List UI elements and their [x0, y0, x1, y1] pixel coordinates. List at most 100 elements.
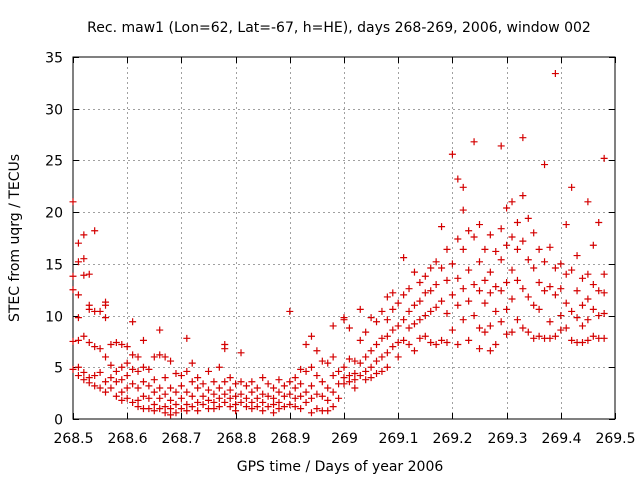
data-point [183, 367, 191, 375]
data-point [345, 378, 353, 386]
data-point [253, 394, 261, 402]
data-point [378, 307, 386, 315]
data-point [476, 221, 483, 229]
data-point [345, 372, 353, 380]
grid-lines [73, 57, 615, 419]
data-point [432, 303, 440, 311]
data-point [595, 312, 603, 320]
data-point [291, 374, 299, 382]
data-point [112, 367, 120, 375]
data-point [302, 367, 310, 375]
data-point [427, 338, 435, 346]
y-tick-label: 25 [45, 154, 63, 170]
data-point [519, 324, 527, 332]
data-point [91, 382, 99, 390]
x-tick-labels: 268.5 268.6 268.7 268.8 268.9 269 269.1 269.2 26… [53, 431, 635, 447]
x-tick-label: 269.3 [487, 431, 527, 447]
data-point [215, 384, 223, 392]
data-point [578, 301, 586, 309]
data-point [492, 307, 500, 315]
data-point [400, 291, 408, 299]
data-point [340, 380, 348, 388]
data-point [199, 380, 207, 388]
data-point [102, 353, 110, 361]
data-point [481, 245, 489, 253]
data-point [573, 252, 581, 260]
data-point [248, 398, 256, 406]
data-point [313, 390, 321, 398]
data-point [80, 231, 88, 239]
data-point [183, 407, 191, 415]
data-point [96, 307, 104, 315]
data-point [145, 405, 153, 413]
data-point [210, 390, 218, 398]
data-point [443, 245, 451, 253]
data-point [248, 405, 256, 413]
data-point [367, 363, 375, 371]
data-point [80, 255, 88, 263]
data-point [150, 353, 158, 361]
data-point [161, 409, 169, 417]
data-point [286, 390, 294, 398]
data-point [367, 374, 375, 382]
data-point [454, 274, 462, 282]
data-point [161, 374, 169, 382]
data-point [264, 403, 272, 411]
data-point [232, 407, 240, 415]
data-point [541, 258, 549, 266]
data-point [519, 285, 527, 293]
data-point [270, 384, 278, 392]
data-point [199, 392, 207, 400]
data-point [183, 334, 191, 342]
x-tick-label: 269.4 [541, 431, 581, 447]
data-point [557, 326, 565, 334]
data-point [524, 256, 532, 264]
data-point [205, 386, 212, 394]
data-point [476, 258, 483, 266]
data-point [253, 403, 261, 411]
x-tick-label: 269.1 [378, 431, 418, 447]
data-point [194, 374, 202, 382]
data-point [91, 372, 99, 380]
data-point [194, 407, 202, 415]
data-point [573, 287, 581, 295]
data-point [513, 316, 521, 324]
data-point [524, 328, 532, 336]
data-point [438, 223, 446, 231]
data-point [584, 316, 592, 324]
data-point [102, 301, 110, 309]
data-point [421, 272, 429, 280]
data-point [85, 338, 93, 346]
data-point [362, 367, 370, 375]
data-point [535, 278, 543, 286]
data-point [503, 330, 511, 338]
data-point [118, 396, 126, 404]
data-point [524, 214, 532, 222]
data-point [172, 401, 180, 409]
data-point [421, 312, 429, 320]
data-point [513, 245, 521, 253]
data-point [541, 287, 549, 295]
data-point [275, 376, 283, 384]
data-point [459, 285, 467, 293]
data-point [454, 175, 462, 183]
data-point [481, 299, 489, 307]
data-point [427, 287, 435, 295]
data-point [389, 326, 397, 334]
data-point [416, 297, 424, 305]
data-point [118, 388, 126, 396]
data-point [74, 314, 82, 322]
data-point [221, 378, 229, 386]
data-point [459, 245, 467, 253]
data-point [448, 150, 456, 158]
data-point [248, 378, 256, 386]
data-point [470, 138, 478, 146]
data-point [112, 392, 120, 400]
data-point [383, 349, 391, 357]
data-point [215, 403, 223, 411]
data-point [551, 70, 559, 78]
data-point [297, 405, 305, 413]
data-point [584, 295, 592, 303]
data-point [129, 398, 137, 406]
data-point [134, 396, 142, 404]
